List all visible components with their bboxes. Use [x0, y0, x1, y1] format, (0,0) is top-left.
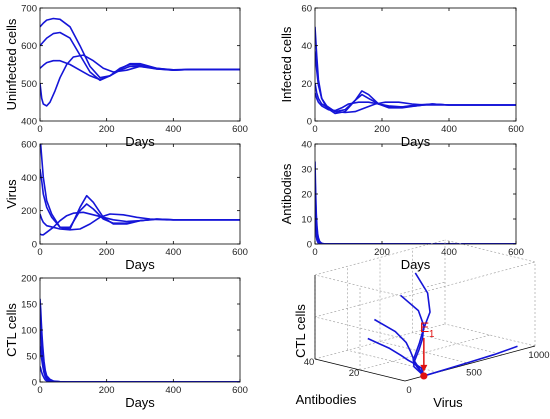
series-line-1	[315, 161, 516, 244]
y-tick-label: 40	[301, 140, 312, 151]
y-tick-label: 30	[301, 165, 312, 176]
x-tick-label: 400	[441, 124, 457, 135]
trajectory-5	[423, 345, 518, 377]
x-tick-label: 400	[441, 247, 457, 258]
series-line-5	[315, 213, 516, 244]
y-axis-label: Antibodies	[279, 163, 294, 224]
subplot-5: 0 200 400 600 0 50 100 150 200 Days CTL cells	[4, 274, 248, 411]
y-axis-label: Antibodies	[296, 392, 357, 407]
y-tick-label: 40	[301, 41, 312, 52]
x-tick-label: 600	[232, 247, 248, 258]
plot-frame	[39, 7, 241, 122]
y-tick-label: 200	[21, 274, 37, 285]
y-tick-label: 200	[21, 206, 37, 217]
x-tick-label: 0	[37, 385, 42, 396]
series-line-1	[315, 26, 516, 115]
y-tick-label: 400	[21, 173, 37, 184]
series-line-4	[40, 54, 240, 107]
y-axis-label: Infected cells	[279, 26, 294, 102]
series-line-2	[40, 31, 240, 82]
y-tick-label: 20	[349, 368, 360, 379]
x-tick-label: 600	[508, 247, 524, 258]
arrow-icon	[420, 364, 428, 372]
x-tick-label: 500	[466, 368, 482, 379]
subplot-1: 0 200 400 600 400 500 600 700 Days Uninfected cel…	[4, 4, 248, 150]
y-tick-label: 50	[26, 352, 37, 363]
x-tick-label: 0	[406, 385, 411, 396]
x-tick-label: 0	[312, 124, 317, 135]
trajectory-3	[373, 318, 425, 377]
y-tick-label: 100	[21, 326, 37, 337]
series-line-2	[315, 173, 516, 244]
y-axis-label: Virus	[4, 179, 19, 209]
subplot-6-3d: 0 500 1000 40 20 E 1 Virus Antibodies CTL cells	[293, 239, 550, 410]
x-tick-label: 1000	[528, 350, 549, 361]
x-tick-label: 400	[165, 124, 181, 135]
equilibrium-label: E	[420, 319, 429, 335]
y-tick-label: 0	[32, 378, 37, 389]
x-tick-label: 200	[99, 124, 115, 135]
y-tick-label: 600	[21, 140, 37, 151]
x-tick-label: 0	[37, 247, 42, 258]
trajectory-4	[367, 337, 425, 377]
x-axis-label: Days	[125, 257, 155, 272]
y-axis-label: Uninfected cells	[4, 18, 19, 110]
x-tick-label: 200	[99, 247, 115, 258]
series-line-3	[315, 83, 516, 114]
x-axis-label: Days	[125, 134, 155, 149]
z-axis-label: CTL cells	[293, 304, 308, 358]
x-axis-label: Virus	[433, 395, 463, 410]
series-line-3	[40, 329, 240, 382]
plot-frame	[39, 143, 241, 245]
x-tick-label: 400	[165, 385, 181, 396]
x-tick-label: 600	[508, 124, 524, 135]
series-line-4	[315, 92, 516, 112]
equilibrium-subscript: 1	[429, 329, 435, 340]
plot-frame	[314, 7, 517, 122]
series-line-4	[40, 345, 240, 382]
x-tick-label: 600	[232, 124, 248, 135]
y-tick-label: 10	[301, 215, 312, 226]
series-line-5	[40, 366, 240, 382]
equilibrium-point	[420, 372, 428, 380]
y-tick-label: 60	[301, 4, 312, 15]
x-axis-label: Days	[401, 257, 431, 272]
series-line-2	[40, 314, 240, 382]
x-axis-label: Days	[125, 395, 155, 410]
y-axis-label: CTL cells	[4, 303, 19, 357]
series-line-2	[40, 168, 240, 229]
subplot-4: 0 200 400 600 0 10 20 30 40 Days Antibodies	[279, 140, 524, 273]
series-line-1	[40, 298, 240, 382]
x-tick-label: 200	[374, 247, 390, 258]
x-tick-label: 400	[165, 247, 181, 258]
y-tick-label: 0	[32, 240, 37, 251]
x-axis-label: Days	[401, 134, 431, 149]
y-tick-label: 0	[307, 240, 312, 251]
plot-frame	[39, 277, 241, 383]
y-tick-label: 700	[21, 4, 37, 15]
y-tick-label: 150	[21, 300, 37, 311]
x-tick-label: 0	[312, 247, 317, 258]
y-tick-label: 600	[21, 41, 37, 52]
subplot-2: 0 200 400 600 0 20 40 60 Days Infected cells	[279, 4, 524, 150]
y-tick-label: 20	[301, 79, 312, 90]
x-tick-label: 600	[232, 385, 248, 396]
series-line-2	[315, 51, 516, 113]
y-tick-label: 400	[21, 117, 37, 128]
y-tick-label: 0	[307, 117, 312, 128]
plot-frame	[314, 143, 517, 245]
x-tick-label: 200	[374, 124, 390, 135]
series-line-3	[315, 183, 516, 244]
y-tick-label: 500	[21, 79, 37, 90]
y-tick-label: 40	[304, 357, 315, 368]
x-tick-label: 0	[37, 124, 42, 135]
x-tick-label: 200	[99, 385, 115, 396]
subplot-3: 0 200 400 600 0 200 400 600 Days Virus	[4, 140, 248, 273]
y-tick-label: 20	[301, 190, 312, 201]
series-line-4	[40, 211, 240, 236]
series-line-4	[315, 193, 516, 244]
